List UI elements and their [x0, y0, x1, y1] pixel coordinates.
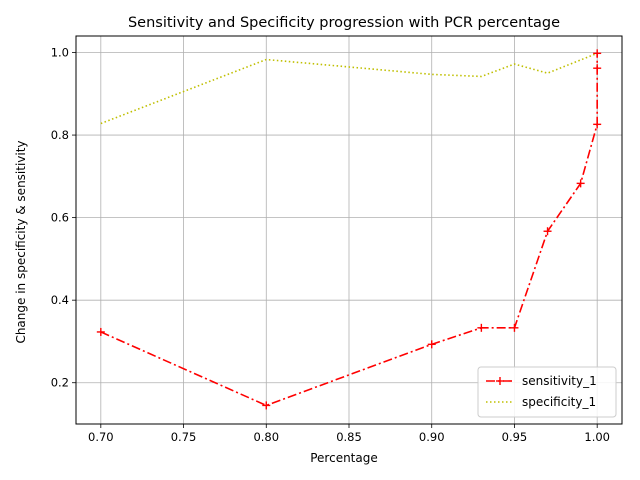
- x-axis-label: Percentage: [310, 451, 378, 465]
- x-tick-label: 0.85: [336, 430, 362, 444]
- data-point: [510, 323, 519, 332]
- y-tick-label: 1.0: [51, 46, 69, 60]
- series-group: [96, 49, 602, 410]
- legend-box: [477, 366, 617, 418]
- y-tick-label: 0.2: [51, 376, 69, 390]
- data-point: [543, 227, 552, 236]
- data-point: [96, 327, 105, 336]
- data-point: [477, 323, 486, 332]
- series-line-sensitivity_1: [100, 53, 598, 407]
- axis-ticks: 0.70 0.75 0.80 0.85 0.90 0.95 1.00 0.2 0.4 0.6 0.8…: [51, 46, 610, 444]
- y-tick-label: 0.8: [51, 128, 69, 142]
- data-point: [262, 401, 271, 410]
- x-tick-label: 0.80: [253, 430, 279, 444]
- x-tick-label: 1.00: [584, 430, 610, 444]
- data-point: [427, 340, 436, 349]
- y-tick-label: 0.4: [51, 293, 69, 307]
- y-axis-label: Change in specificity & sensitivity: [14, 140, 28, 343]
- x-tick-label: 0.70: [88, 430, 114, 444]
- data-point: [593, 49, 602, 58]
- series-line-specificity_1: [100, 52, 598, 125]
- x-tick-label: 0.95: [502, 430, 528, 444]
- x-tick-label: 0.75: [171, 430, 197, 444]
- legend-label: specificity_1: [522, 395, 596, 409]
- data-point: [576, 179, 585, 188]
- grid-lines: [76, 36, 622, 424]
- legend-label: sensitivity_1: [522, 374, 597, 388]
- legend-item-sensitivity_1: sensitivity_1: [486, 374, 597, 388]
- data-point: [593, 120, 602, 129]
- data-point: [593, 64, 602, 73]
- series-specificity_1: [100, 52, 598, 125]
- series-sensitivity_1: [96, 49, 602, 410]
- x-tick-label: 0.90: [419, 430, 445, 444]
- chart-title: Sensitivity and Specificity progression …: [128, 15, 560, 31]
- legend: sensitivity_1 specificity_1: [477, 366, 617, 418]
- legend-item-specificity_1: specificity_1: [486, 395, 596, 409]
- legend-marker: [496, 377, 504, 385]
- y-tick-label: 0.6: [51, 211, 69, 225]
